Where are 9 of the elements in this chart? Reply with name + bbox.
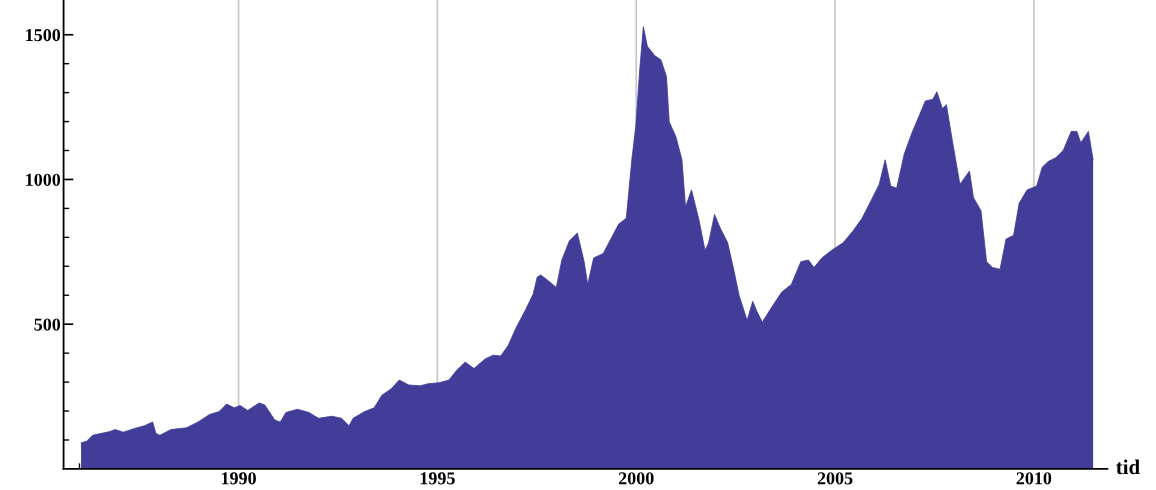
x-tick-label: 2000 bbox=[618, 472, 654, 485]
y-tick-label: 1500 bbox=[26, 28, 61, 42]
y-tick-label: 500 bbox=[34, 318, 61, 331]
x-axis-title: tid bbox=[1116, 459, 1140, 475]
y-tick-label: 1000 bbox=[26, 173, 61, 186]
x-tick-label: 1990 bbox=[221, 472, 256, 485]
x-tick-label: 2010 bbox=[1016, 472, 1052, 485]
x-tick-label: 2005 bbox=[817, 472, 853, 485]
x-tick-label: 1995 bbox=[420, 472, 455, 485]
